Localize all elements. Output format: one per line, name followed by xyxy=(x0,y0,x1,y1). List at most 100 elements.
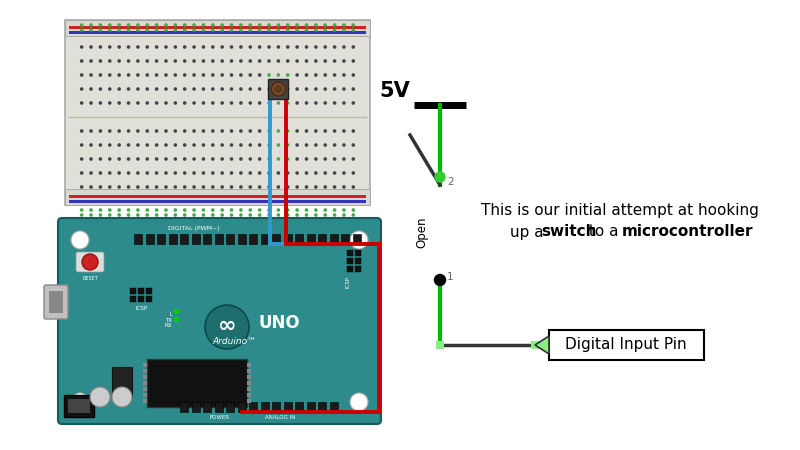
Bar xyxy=(531,341,539,349)
Circle shape xyxy=(333,213,336,217)
Circle shape xyxy=(118,171,121,175)
Circle shape xyxy=(136,28,140,32)
Circle shape xyxy=(90,208,93,212)
Circle shape xyxy=(192,28,196,32)
Circle shape xyxy=(126,129,130,133)
Circle shape xyxy=(211,129,214,133)
Circle shape xyxy=(333,23,336,27)
Circle shape xyxy=(136,143,140,147)
Circle shape xyxy=(220,45,224,49)
Circle shape xyxy=(220,28,224,32)
Circle shape xyxy=(80,23,83,27)
Circle shape xyxy=(230,73,234,77)
Circle shape xyxy=(286,28,290,32)
Circle shape xyxy=(80,59,83,63)
Bar xyxy=(169,234,177,244)
Bar xyxy=(49,291,63,313)
Circle shape xyxy=(305,87,308,91)
Circle shape xyxy=(80,129,83,133)
Circle shape xyxy=(286,157,290,161)
Circle shape xyxy=(249,143,252,147)
Circle shape xyxy=(80,213,83,217)
Circle shape xyxy=(164,171,168,175)
Bar xyxy=(147,359,247,407)
Circle shape xyxy=(211,59,214,63)
Circle shape xyxy=(239,208,242,212)
Circle shape xyxy=(351,101,355,105)
Bar xyxy=(355,258,361,264)
Circle shape xyxy=(351,213,355,217)
Circle shape xyxy=(333,185,336,189)
Circle shape xyxy=(108,129,111,133)
Circle shape xyxy=(118,143,121,147)
Circle shape xyxy=(192,213,196,217)
Circle shape xyxy=(108,213,111,217)
Circle shape xyxy=(239,23,242,27)
Circle shape xyxy=(351,185,355,189)
Circle shape xyxy=(314,28,318,32)
Circle shape xyxy=(350,231,368,249)
Bar xyxy=(436,341,444,349)
Circle shape xyxy=(333,157,336,161)
Circle shape xyxy=(98,185,102,189)
Circle shape xyxy=(155,143,158,147)
Circle shape xyxy=(118,28,121,32)
Circle shape xyxy=(323,101,327,105)
Circle shape xyxy=(277,87,280,91)
Circle shape xyxy=(295,143,299,147)
Circle shape xyxy=(118,59,121,63)
Bar xyxy=(69,26,366,29)
Circle shape xyxy=(314,59,318,63)
Circle shape xyxy=(220,208,224,212)
Text: ∞: ∞ xyxy=(218,316,236,336)
Circle shape xyxy=(323,45,327,49)
Circle shape xyxy=(323,157,327,161)
Circle shape xyxy=(164,45,168,49)
Circle shape xyxy=(183,143,186,147)
Circle shape xyxy=(155,87,158,91)
Circle shape xyxy=(267,59,271,63)
Bar xyxy=(268,79,288,99)
Circle shape xyxy=(230,143,234,147)
Bar xyxy=(143,363,147,367)
Bar xyxy=(272,402,280,412)
Circle shape xyxy=(202,208,206,212)
Circle shape xyxy=(146,101,149,105)
Circle shape xyxy=(333,59,336,63)
Circle shape xyxy=(258,171,262,175)
Circle shape xyxy=(277,28,280,32)
Circle shape xyxy=(211,208,214,212)
Circle shape xyxy=(239,143,242,147)
Bar xyxy=(203,234,211,244)
Circle shape xyxy=(108,28,111,32)
Circle shape xyxy=(351,28,355,32)
Bar xyxy=(247,387,251,391)
Circle shape xyxy=(126,208,130,212)
Circle shape xyxy=(80,185,83,189)
Circle shape xyxy=(146,213,149,217)
Circle shape xyxy=(136,185,140,189)
Text: Digital Input Pin: Digital Input Pin xyxy=(565,338,687,352)
Circle shape xyxy=(192,185,196,189)
Circle shape xyxy=(249,45,252,49)
Circle shape xyxy=(146,87,149,91)
Circle shape xyxy=(118,157,121,161)
Circle shape xyxy=(146,185,149,189)
Circle shape xyxy=(230,185,234,189)
Bar xyxy=(143,381,147,385)
Bar xyxy=(68,399,90,413)
Circle shape xyxy=(211,73,214,77)
Circle shape xyxy=(249,208,252,212)
Circle shape xyxy=(258,208,262,212)
Circle shape xyxy=(98,23,102,27)
Circle shape xyxy=(351,208,355,212)
FancyBboxPatch shape xyxy=(76,252,104,272)
Bar xyxy=(355,250,361,256)
Circle shape xyxy=(211,23,214,27)
Circle shape xyxy=(155,208,158,212)
Bar xyxy=(146,288,152,294)
Circle shape xyxy=(323,171,327,175)
Circle shape xyxy=(108,87,111,91)
Text: ICSP: ICSP xyxy=(136,306,148,311)
Circle shape xyxy=(295,208,299,212)
